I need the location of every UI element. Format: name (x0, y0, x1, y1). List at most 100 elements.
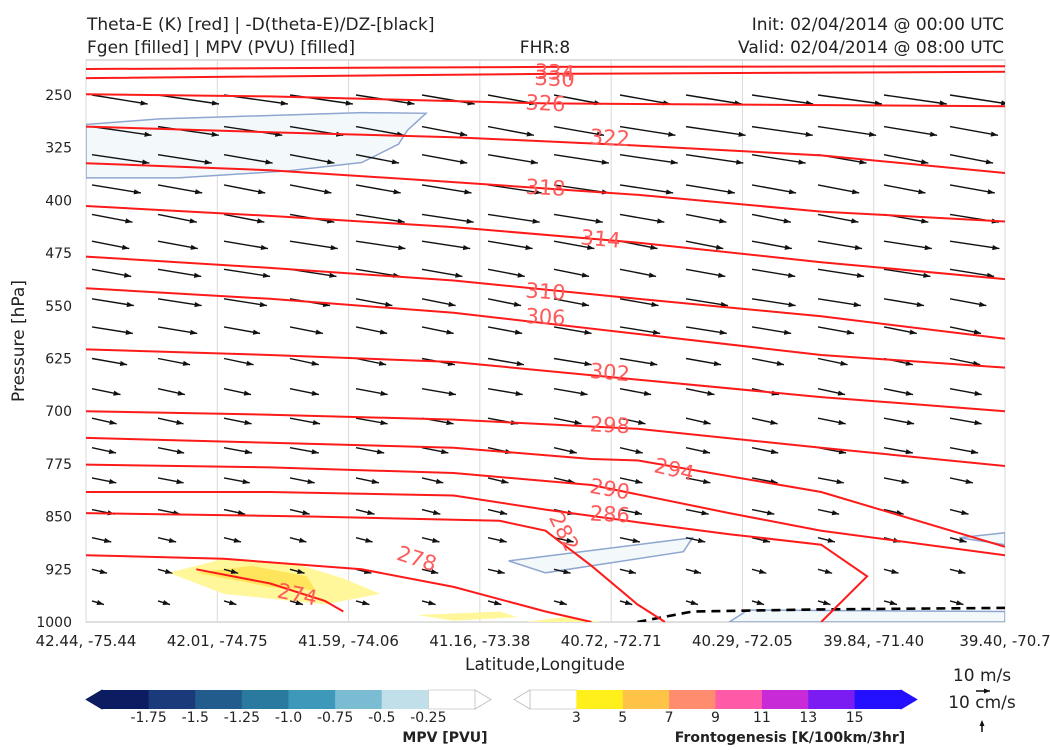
vector-scale-arrows (976, 688, 990, 732)
wind-vector (355, 213, 405, 223)
y-axis-label: Pressure [hPa] (9, 280, 29, 402)
theta-e-contour-310 (86, 255, 1005, 340)
wind-vector-head (432, 537, 440, 543)
wind-vector-head (391, 159, 400, 165)
mpv-tick-label: -0.5 (368, 710, 395, 726)
wind-vector-head (717, 272, 726, 278)
wind-vector-head (446, 420, 454, 426)
wind-vector-head (125, 218, 133, 224)
dashed-contour (637, 606, 1005, 622)
colorbar-swatch (576, 690, 624, 709)
wind-vector-head (121, 244, 130, 250)
wind-vector-head (380, 420, 388, 426)
wind-vector (949, 94, 1005, 105)
wind-vector-head (514, 329, 523, 335)
wind-vector-head (566, 537, 574, 544)
mpv-tick-label: -1.25 (224, 710, 260, 726)
wind-vector-head (563, 569, 571, 575)
wind-vector-head (307, 478, 315, 485)
wind-vector-head (831, 510, 840, 516)
wind-vector-head (393, 189, 401, 195)
wind-vector-head (324, 189, 332, 195)
theta-e-contour-274 (196, 568, 344, 613)
wind-vector-head (668, 131, 676, 137)
colorbar-extend-left (513, 689, 531, 710)
wind-vector-head (957, 568, 966, 575)
wind-vector-head (385, 301, 393, 307)
wind-vector (751, 94, 814, 105)
contour-label-322: 322 (589, 125, 630, 151)
colorbar-swatch (195, 690, 243, 709)
wind-vector (751, 154, 806, 164)
fgen-colorbar: 3 5 7 9 11 13 15 (513, 689, 918, 726)
fgen-tick-label: 5 (618, 710, 627, 726)
wind-vector-head (770, 449, 779, 455)
wind-vector-head (986, 272, 995, 278)
wind-vector-head (635, 478, 643, 484)
mpv-colorbar-label: MPV [PVU] (402, 730, 487, 746)
wind-vector (421, 94, 475, 105)
wind-vector-head (133, 189, 141, 195)
mpv-tick-label: -0.25 (410, 710, 446, 726)
wind-vector-head (380, 390, 388, 396)
theta-e-contour-290 (86, 463, 1005, 557)
wind-vector-head (720, 301, 728, 308)
wind-vector-head (632, 537, 640, 544)
wind-vector-head (176, 419, 184, 425)
forecast-hour: FHR:8 (520, 38, 570, 58)
wind-vector-head (693, 568, 702, 574)
colorbar-swatch (288, 690, 336, 709)
wind-vector-head (974, 420, 982, 426)
wind-vector-head (176, 478, 184, 485)
wind-vector-head (432, 509, 441, 515)
wind-vector (157, 125, 219, 136)
wind-vector (553, 154, 609, 164)
x-tick-label: 42.01, -74.75 (167, 632, 268, 650)
theta-e-contour-326 (86, 93, 1005, 108)
wind-vector-head (177, 390, 185, 396)
colorbar-swatch (854, 690, 902, 709)
wind-vector-head (446, 329, 454, 335)
wind-vector (619, 125, 676, 136)
mpv-tick-label: -1.75 (131, 710, 167, 726)
wind-vector (421, 125, 468, 136)
wind-vector-head (916, 301, 924, 307)
wind-vector-head (499, 537, 507, 543)
wind-vector-head (702, 448, 711, 455)
fgen-colorbar-label: Frontogenesis [K/100km/3hr] (675, 730, 905, 746)
wind-vector-head (448, 390, 456, 396)
wind-vector-head (435, 478, 444, 484)
wind-vector-head (441, 449, 449, 455)
theta-e-contour-306 (86, 287, 1005, 369)
wind-vector-head (189, 329, 198, 335)
wind-vector (553, 213, 603, 223)
wind-vector-head (459, 159, 468, 165)
wind-vector-head (838, 419, 846, 425)
mpv-region (727, 609, 1005, 622)
theta-e-contour-294 (86, 436, 1005, 548)
wind-vector-head (526, 131, 534, 137)
wind-vector-head (142, 159, 150, 165)
wind-vector-head (211, 100, 220, 106)
wind-vector-head (584, 360, 592, 367)
wind-vector-head (581, 272, 590, 278)
wind-vector (619, 94, 671, 105)
wind-vector-head (656, 218, 665, 224)
y-tick-label: 625 (45, 352, 72, 368)
wind-vector-head (652, 329, 661, 335)
wind-vector-head (119, 360, 128, 367)
wind-vector-head (428, 600, 436, 606)
wind-vector-head (371, 478, 379, 484)
x-tick-label: 39.40, -70.7 (959, 632, 1050, 650)
wind-vector-head (559, 600, 567, 606)
theta-e-contour-302 (86, 348, 1005, 413)
wind-vector-head (719, 329, 727, 335)
wind-vector-head (280, 100, 288, 106)
wind-vector-head (650, 244, 658, 250)
wind-vector (355, 125, 405, 136)
wind-vector-head (327, 159, 335, 165)
wind-vector-head (190, 244, 198, 250)
wind-vector-head (244, 449, 253, 455)
wind-vector-head (921, 218, 929, 224)
theta-e-contour-334 (86, 65, 1005, 70)
